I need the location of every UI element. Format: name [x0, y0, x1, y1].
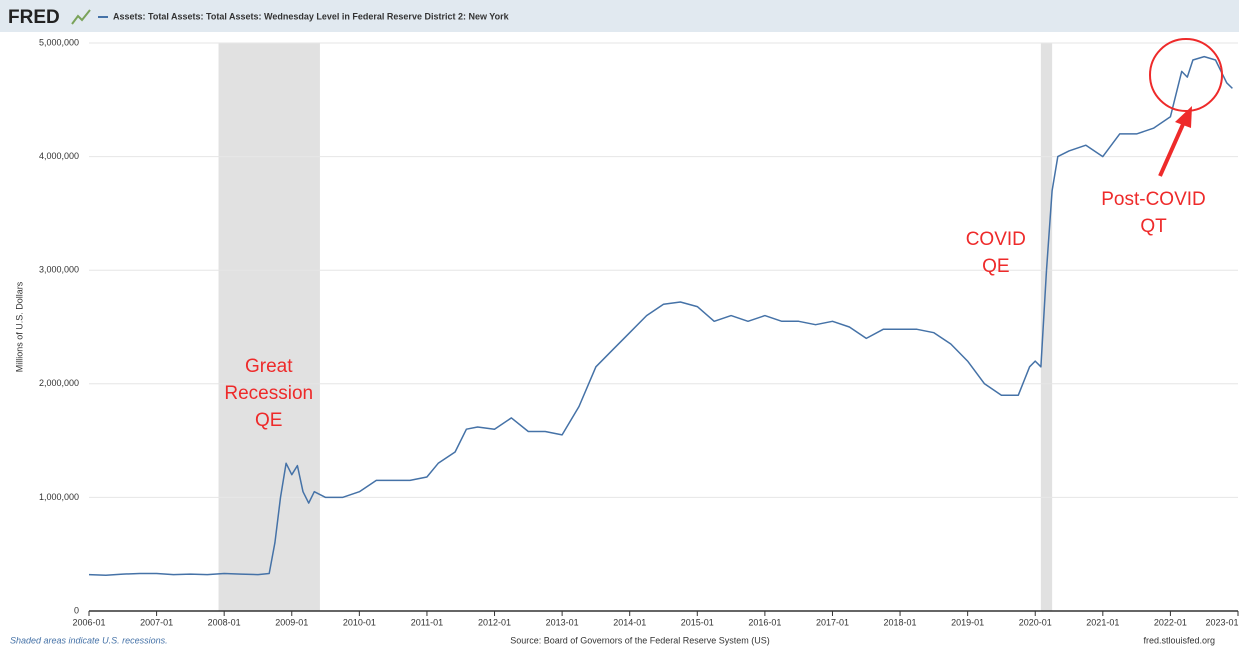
annotation: Great	[245, 356, 293, 377]
legend-label: Assets: Total Assets: Total Assets: Wedn…	[113, 11, 510, 21]
annotation: Post-COVID	[1101, 189, 1206, 210]
source: Source: Board of Governors of the Federa…	[510, 635, 770, 645]
x-tick-label: 2013-01	[546, 617, 579, 627]
x-tick-label: 2017-01	[816, 617, 849, 627]
x-tick-label: 2020-01	[1019, 617, 1052, 627]
series-line	[88, 55, 1233, 576]
x-tick-label: 2010-01	[343, 617, 376, 627]
x-tick-label: 2023-01	[1205, 617, 1238, 627]
x-tick-label: 2012-01	[478, 617, 511, 627]
annotation: QE	[982, 256, 1009, 277]
x-tick-label: 2015-01	[681, 617, 714, 627]
logo-icon	[71, 9, 91, 25]
x-tick-label: 2008-01	[208, 617, 241, 627]
x-tick-label: 2018-01	[884, 617, 917, 627]
header-band	[0, 0, 1239, 32]
recession-shade	[1040, 43, 1053, 611]
y-tick-label: 3,000,000	[39, 265, 79, 275]
x-tick-label: 2014-01	[613, 617, 646, 627]
x-tick-label: 2006-01	[72, 617, 105, 627]
annotation: COVID	[966, 229, 1026, 250]
arrow-shaft	[1158, 121, 1186, 177]
y-tick-label: 1,000,000	[39, 492, 79, 502]
y-axis-label: Millions of U.S. Dollars	[14, 281, 24, 372]
y-tick-label: 0	[74, 605, 79, 615]
annotation: QE	[255, 410, 282, 431]
x-tick-label: 2009-01	[275, 617, 308, 627]
recession-shade	[218, 43, 320, 611]
x-tick-label: 2011-01	[411, 617, 443, 627]
plot: 0 1,000,000 2,000,000 3,000,000 4,000,000 5,0…	[39, 37, 1239, 627]
note: Shaded areas indicate U.S. recessions.	[10, 635, 168, 645]
x-tick-label: 2022-01	[1154, 617, 1187, 627]
site: fred.stlouisfed.org	[1143, 635, 1215, 645]
arrow-head	[1175, 106, 1192, 128]
logo: FRED	[8, 7, 60, 28]
x-tick-label: 2007-01	[140, 617, 173, 627]
annotation: Recession	[224, 383, 313, 404]
y-tick-label: 5,000,000	[39, 37, 79, 47]
x-tick-label: 2016-01	[748, 617, 781, 627]
x-tick-label: 2019-01	[951, 617, 984, 627]
y-tick-label: 4,000,000	[39, 151, 79, 161]
x-tick-label: 2021-01	[1086, 617, 1119, 627]
highlight-circle	[1149, 38, 1223, 112]
annotation: QT	[1140, 216, 1167, 237]
y-tick-label: 2,000,000	[39, 378, 79, 388]
